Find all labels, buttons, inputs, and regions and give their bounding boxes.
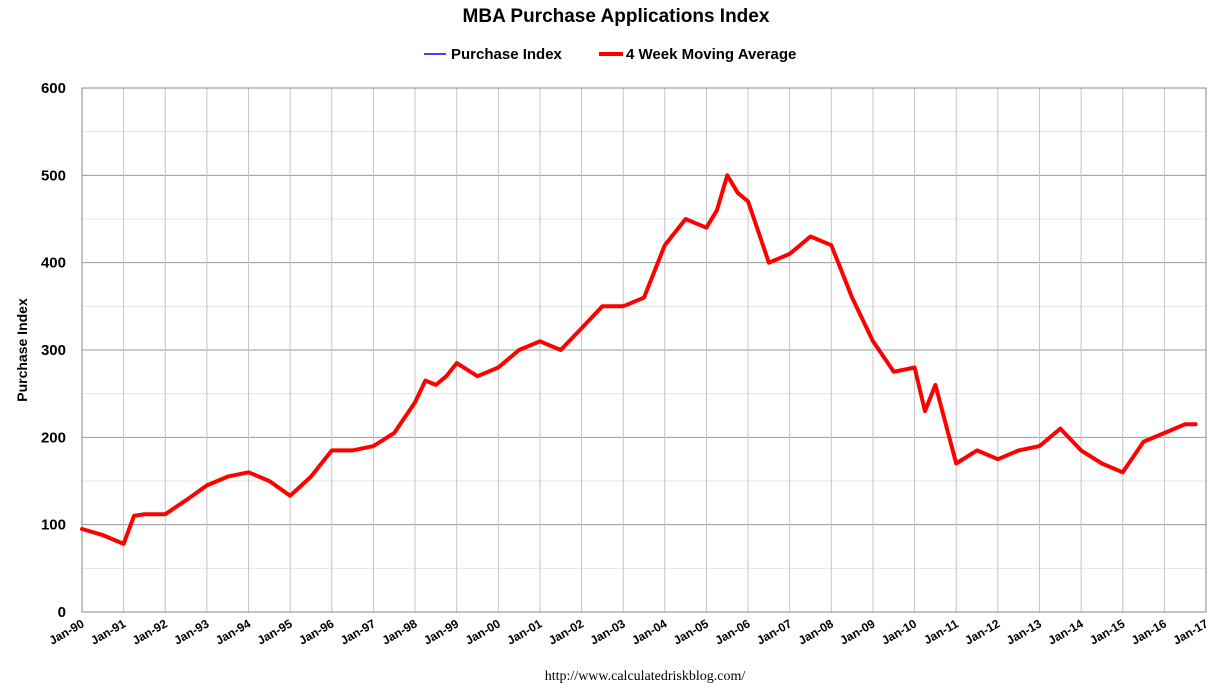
x-tick-label: Jan-00	[463, 616, 503, 647]
x-axis: Jan-90 Jan-91 Jan-92 Jan-93 Jan-94 Jan-95 Jan-…	[47, 616, 1211, 647]
x-tick-label: Jan-05	[671, 616, 711, 647]
x-tick-label: Jan-90	[47, 616, 87, 647]
y-tick-label: 100	[41, 517, 66, 534]
y-tick-label: 200	[41, 429, 66, 446]
x-tick-label: Jan-94	[213, 616, 253, 647]
y-tick-label: 500	[41, 167, 66, 184]
x-tick-label: Jan-14	[1046, 616, 1086, 647]
legend-label-purchase-index: Purchase Index	[451, 46, 563, 63]
x-tick-label: Jan-10	[879, 616, 919, 647]
x-tick-label: Jan-02	[546, 616, 586, 647]
x-tick-label: Jan-04	[629, 616, 669, 647]
chart-title: MBA Purchase Applications Index	[463, 6, 770, 27]
y-tick-label: 600	[41, 80, 66, 97]
x-tick-label: Jan-12	[962, 616, 1002, 647]
x-tick-label: Jan-03	[588, 616, 628, 647]
source-url: http://www.calculatedriskblog.com/	[545, 669, 746, 684]
y-axis-label: Purchase Index	[14, 298, 30, 402]
legend: Purchase Index 4 Week Moving Average	[424, 46, 796, 63]
x-tick-label: Jan-16	[1129, 616, 1169, 647]
plot-area	[81, 87, 1207, 613]
grid	[81, 87, 1207, 613]
x-tick-label: Jan-96	[296, 616, 336, 647]
x-tick-label: Jan-06	[713, 616, 753, 647]
x-tick-label: Jan-09	[838, 616, 878, 647]
x-tick-label: Jan-93	[171, 616, 211, 647]
y-tick-label: 0	[58, 604, 66, 621]
series-moving-average-line	[80, 173, 1198, 546]
x-tick-label: Jan-91	[88, 616, 128, 647]
x-tick-label: Jan-99	[421, 616, 461, 647]
x-tick-label: Jan-08	[796, 616, 836, 647]
x-tick-label: Jan-15	[1087, 616, 1127, 647]
x-tick-label: Jan-97	[338, 616, 378, 647]
x-tick-label: Jan-01	[504, 616, 544, 647]
x-tick-label: Jan-11	[921, 616, 961, 647]
series-purchase-index-line	[81, 174, 1197, 545]
legend-label-moving-average: 4 Week Moving Average	[626, 46, 796, 63]
series-layer	[80, 173, 1198, 546]
x-tick-label: Jan-98	[380, 616, 420, 647]
x-tick-label: Jan-13	[1004, 616, 1044, 647]
y-tick-label: 300	[41, 342, 66, 359]
x-tick-label: Jan-17	[1171, 616, 1211, 647]
x-tick-label: Jan-92	[130, 616, 170, 647]
x-tick-label: Jan-07	[754, 616, 794, 647]
x-tick-label: Jan-95	[255, 616, 295, 647]
y-tick-label: 400	[41, 255, 66, 272]
y-axis: 0 100 200 300 400 500 600	[41, 80, 66, 621]
